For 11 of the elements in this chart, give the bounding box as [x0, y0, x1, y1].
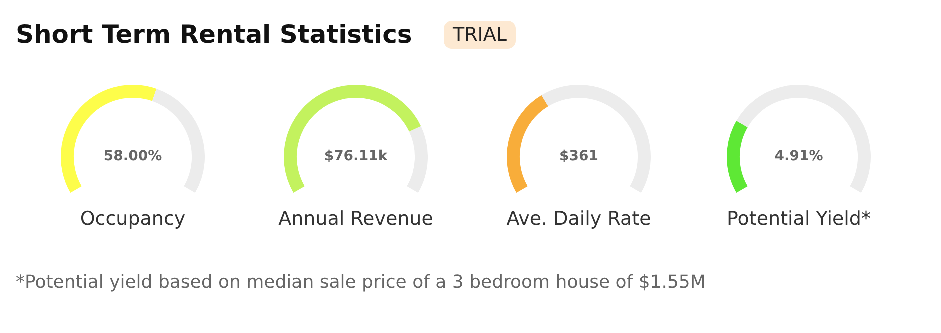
- text: 58.00%: [104, 148, 162, 165]
- text: $361: [560, 148, 598, 165]
- text: Annual Revenue: [278, 208, 434, 230]
- text: Occupancy: [79, 208, 187, 230]
- text: $76.11k: [324, 148, 388, 165]
- text: Short Term Rental Statistics: [16, 20, 412, 49]
- text: 4.91%: [774, 148, 824, 165]
- text: Ave. Daily Rate: [506, 208, 652, 230]
- text: *Potential yield based on median sale price of a 3 bedroom house of $1.55M: [16, 272, 706, 293]
- text: TRIAL: [444, 21, 516, 49]
- text: Potential Yield*: [726, 208, 872, 230]
